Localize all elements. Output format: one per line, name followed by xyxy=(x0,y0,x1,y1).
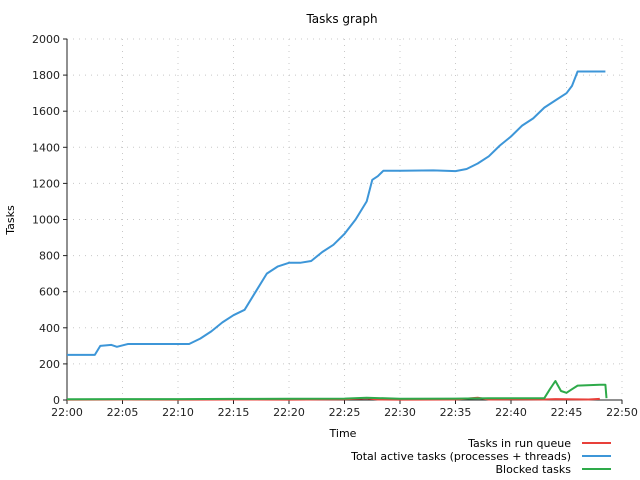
grid-layer xyxy=(67,38,623,400)
y-tick-label: 1200 xyxy=(32,177,60,190)
y-tick-label: 1000 xyxy=(32,214,60,227)
series-layer xyxy=(66,70,608,401)
legend-label-1: Total active tasks (processes + threads) xyxy=(350,450,571,463)
x-tick-label: 22:35 xyxy=(440,406,472,419)
y-tick-label: 200 xyxy=(39,358,60,371)
tick-label-layer: 0 200 400 600 800 1000 1200 1400 1600 1800 2000 22:… xyxy=(32,33,638,419)
legend-label-0: Tasks in run queue xyxy=(467,437,571,450)
legend-label-2: Blocked tasks xyxy=(496,463,572,476)
axes-layer xyxy=(63,38,623,404)
x-tick-label: 22:05 xyxy=(107,406,139,419)
y-tick-label: 800 xyxy=(39,250,60,263)
series-line-2 xyxy=(66,380,608,401)
y-tick-label: 1600 xyxy=(32,105,60,118)
x-tick-label: 22:30 xyxy=(384,406,416,419)
x-tick-label: 22:00 xyxy=(51,406,83,419)
y-tick-label: 600 xyxy=(39,286,60,299)
x-tick-label: 22:15 xyxy=(218,406,250,419)
chart-title: Tasks graph xyxy=(305,12,377,26)
x-tick-label: 22:50 xyxy=(606,406,638,419)
y-tick-label: 0 xyxy=(53,394,60,407)
x-tick-label: 22:10 xyxy=(162,406,194,419)
x-axis-title: Time xyxy=(329,427,357,440)
y-axis-title: Tasks xyxy=(4,205,17,236)
series-line-1 xyxy=(67,70,606,356)
y-tick-label: 400 xyxy=(39,322,60,335)
x-tick-label: 22:20 xyxy=(273,406,305,419)
y-tick-label: 1800 xyxy=(32,69,60,82)
y-tick-label: 2000 xyxy=(32,33,60,46)
y-tick-label: 1400 xyxy=(32,141,60,154)
x-tick-label: 22:45 xyxy=(551,406,583,419)
x-tick-label: 22:25 xyxy=(329,406,361,419)
x-tick-label: 22:40 xyxy=(495,406,527,419)
